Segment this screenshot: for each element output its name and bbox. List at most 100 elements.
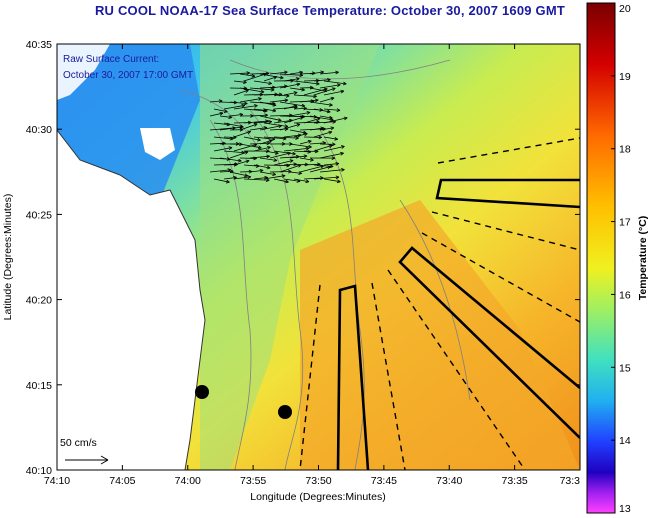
current-vector-head — [343, 116, 348, 121]
current-vector — [213, 108, 228, 113]
current-vector-head — [289, 159, 294, 163]
current-vector-head — [266, 154, 270, 159]
current-vector-head — [295, 77, 300, 81]
current-vector — [259, 157, 278, 161]
current-vector — [279, 156, 300, 159]
current-vector-head — [336, 83, 341, 88]
y-axis-label: Latitude (Degrees:Minutes) — [2, 194, 14, 321]
current-vector-head — [284, 70, 288, 75]
current-vector-head — [327, 77, 331, 82]
current-vector — [319, 152, 344, 159]
current-vector — [309, 87, 328, 92]
current-vector — [323, 90, 344, 96]
current-vector-head — [328, 144, 333, 148]
current-vector-head — [225, 179, 230, 184]
current-vector-head — [335, 70, 339, 75]
current-vector-head — [228, 146, 233, 150]
sector-outlines — [336, 178, 580, 470]
current-vector — [249, 155, 270, 159]
current-vector — [283, 163, 297, 166]
colorbar-tick-label: 20 — [619, 3, 631, 15]
current-vector — [233, 80, 247, 83]
current-vector — [209, 142, 226, 145]
current-vector — [299, 157, 314, 161]
current-vector-head — [340, 89, 345, 94]
current-vector — [319, 71, 339, 75]
y-tick-label: 40:30 — [26, 124, 52, 136]
current-vector — [323, 136, 338, 140]
current-vector-head — [272, 102, 277, 107]
current-vector — [293, 80, 320, 85]
current-vector-head — [247, 175, 252, 180]
current-vector — [269, 152, 291, 159]
current-vector-head — [251, 73, 256, 78]
current-vector-head — [328, 115, 333, 120]
current-vector-head — [327, 165, 331, 170]
land-north — [57, 44, 110, 100]
current-vector — [249, 127, 268, 131]
current-vector-head — [340, 151, 344, 156]
current-vector-head — [253, 143, 258, 148]
plot-area — [57, 44, 580, 470]
current-vector — [323, 178, 341, 183]
current-vector — [233, 105, 258, 110]
land-area — [57, 130, 205, 470]
current-vector — [269, 99, 288, 103]
current-vector-head — [277, 118, 282, 122]
current-vector — [243, 120, 269, 124]
current-vector-head — [272, 108, 277, 113]
current-vector — [323, 80, 347, 85]
current-vector-head — [328, 130, 333, 135]
current-vector — [273, 106, 298, 110]
colorbar-tick-label: 16 — [619, 289, 631, 301]
current-vector-head — [315, 81, 320, 86]
current-vector — [239, 98, 262, 103]
current-vector — [209, 169, 231, 173]
current-vector-head — [285, 179, 289, 184]
current-vector — [263, 108, 276, 112]
y-tick-label: 40:25 — [26, 209, 52, 221]
current-vector-head — [274, 151, 279, 155]
current-vector — [279, 101, 305, 107]
y-tick-label: 40:20 — [26, 295, 52, 307]
current-vector — [289, 129, 307, 134]
x-axis-label: Longitude (Degrees:Minutes) — [250, 491, 385, 503]
current-vector — [283, 147, 310, 152]
current-vector — [303, 88, 328, 96]
current-vector-head — [284, 98, 289, 103]
current-vector-head — [245, 159, 250, 164]
current-vector — [253, 146, 271, 152]
colorbar-tick-label: 19 — [619, 71, 631, 83]
current-vector — [273, 159, 294, 166]
current-vector-head — [335, 175, 340, 180]
y-tick-label: 40:10 — [26, 465, 52, 477]
current-vector — [249, 114, 268, 117]
current-vector — [293, 133, 308, 138]
current-vector — [223, 177, 237, 180]
x-tick-label: 74:00 — [175, 475, 201, 487]
current-vector — [303, 150, 319, 152]
sandy-hook-land — [140, 128, 175, 160]
colorbar-tick-label: 17 — [619, 217, 631, 229]
colorbar — [586, 2, 616, 514]
current-vector-head — [340, 145, 345, 149]
station-marker-2 — [278, 405, 292, 419]
current-vector-head — [326, 109, 331, 114]
current-vector — [213, 178, 230, 183]
current-vector — [283, 116, 304, 124]
current-vector — [219, 170, 234, 173]
current-vector-head — [307, 139, 312, 144]
current-vector — [263, 136, 287, 140]
current-vector-head — [268, 120, 272, 124]
current-vector-head — [273, 75, 278, 80]
current-vector-head — [329, 164, 334, 169]
current-vector-head — [278, 124, 282, 129]
current-vector-head — [330, 126, 335, 131]
current-vector-head — [296, 123, 301, 127]
current-vector-head — [331, 87, 336, 91]
current-label-title: Raw Surface Current: — [63, 54, 159, 65]
current-vector-head — [244, 151, 249, 155]
current-vector — [283, 134, 302, 138]
x-tick-label: 74:05 — [109, 475, 135, 487]
current-vector-head — [253, 104, 258, 108]
